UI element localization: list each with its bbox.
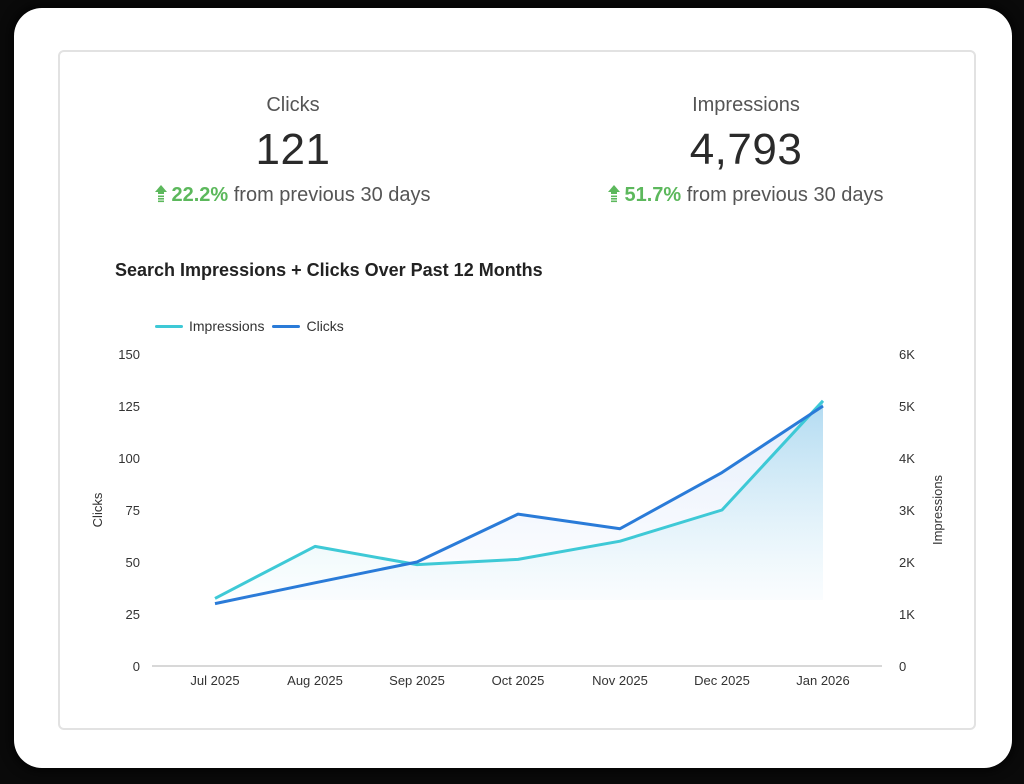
kpi-value: 4,793: [689, 125, 803, 174]
x-tick: Jan 2026: [796, 673, 850, 688]
x-tick: Jul 2025: [190, 673, 239, 688]
kpi-change: 22.2% from previous 30 days: [93, 182, 493, 208]
kpi-clicks: Clicks 121 22.2% from previous 30 days: [93, 92, 493, 208]
change-text: from previous 30 days: [686, 184, 884, 206]
legend-swatch: [155, 324, 183, 328]
x-tick: Sep 2025: [389, 673, 445, 688]
up-arrow-icon: [608, 185, 621, 203]
y-tick-right: 4K: [899, 451, 915, 466]
kpi-value: 121: [255, 125, 331, 174]
kpi-label: Impressions: [692, 94, 800, 116]
change-text: from previous 30 days: [233, 184, 431, 206]
y-tick-right: 1K: [899, 607, 915, 622]
chart-legend: Impressions Clicks: [155, 318, 352, 334]
y-tick-left: 50: [126, 555, 140, 570]
change-percent: 22.2%: [171, 184, 229, 206]
kpi-impressions: Impressions 4,793 51.7% from previous 30…: [546, 92, 946, 208]
kpi-label: Clicks: [266, 94, 320, 116]
legend-swatch: [272, 324, 301, 328]
up-arrow-icon: [155, 185, 168, 203]
legend-item-clicks[interactable]: Clicks: [272, 318, 344, 334]
y-axis-title-left: Clicks: [90, 492, 105, 527]
impressions-line: [214, 399, 825, 600]
legend-label: Clicks: [306, 318, 344, 334]
y-tick-right: 5K: [899, 399, 915, 414]
x-tick: Nov 2025: [592, 673, 648, 688]
legend-label: Impressions: [189, 318, 265, 334]
y-tick-right: 3K: [899, 503, 915, 518]
y-tick-left: 150: [118, 347, 140, 362]
y-tick-left: 125: [118, 399, 140, 414]
y-tick-left: 25: [126, 607, 140, 622]
y-tick-right: 2K: [899, 555, 915, 570]
y-tick-right: 6K: [899, 347, 915, 362]
x-tick: Oct 2025: [492, 673, 545, 688]
change-percent: 51.7%: [624, 184, 682, 206]
analytics-card: Clicks 121 22.2% from previous 30 days I…: [58, 50, 976, 730]
clicks-line: [214, 404, 824, 606]
x-tick: Dec 2025: [694, 673, 750, 688]
kpi-change: 51.7% from previous 30 days: [546, 182, 946, 208]
legend-item-impressions[interactable]: Impressions: [155, 318, 264, 334]
y-tick-left: 100: [118, 451, 140, 466]
clicks-area: [215, 406, 823, 604]
line-chart: 0 25 50 75 100 125 150 0 1K 2K 3K 4K 5K 6K Clicks Impre…: [90, 347, 945, 688]
y-tick-right: 0: [899, 659, 906, 674]
window-frame: Clicks 121 22.2% from previous 30 days I…: [14, 8, 1012, 768]
y-tick-left: 0: [133, 659, 140, 674]
y-tick-left: 75: [126, 503, 140, 518]
chart-title: Search Impressions + Clicks Over Past 12…: [115, 260, 543, 280]
x-tick: Aug 2025: [287, 673, 343, 688]
y-axis-title-right: Impressions: [930, 474, 945, 545]
